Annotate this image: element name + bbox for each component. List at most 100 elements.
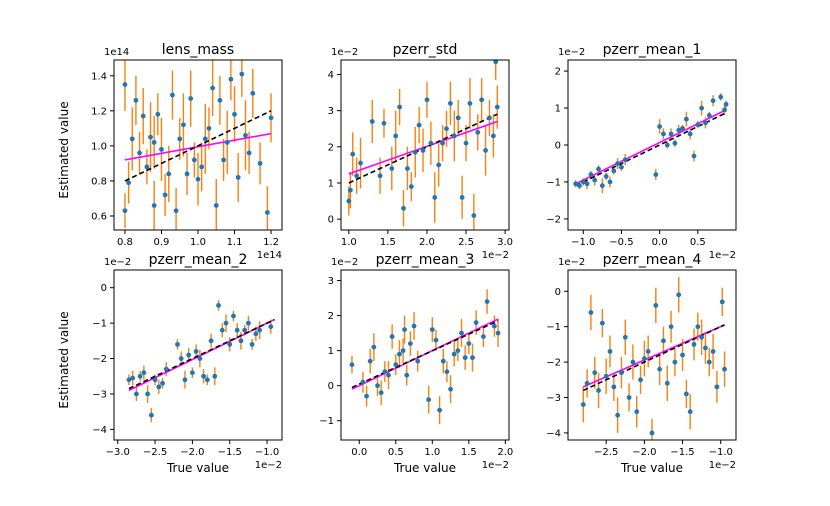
data-point <box>369 119 375 124</box>
data-point <box>706 113 712 118</box>
data-point <box>173 208 179 214</box>
data-point <box>668 131 674 137</box>
data-point <box>360 379 366 385</box>
data-point <box>216 303 221 308</box>
data-point <box>408 184 414 189</box>
data-point <box>122 208 128 214</box>
subplot-title: pzerr_mean_2 <box>149 252 248 268</box>
data-point <box>491 323 497 329</box>
data-point <box>393 362 399 368</box>
plot-area <box>126 300 275 423</box>
data-point <box>202 136 208 142</box>
data-point <box>133 97 139 103</box>
data-point <box>151 203 157 208</box>
plot-area <box>580 277 727 440</box>
data-point <box>141 370 147 376</box>
axes-frame <box>340 59 510 231</box>
data-point <box>475 129 481 135</box>
data-point <box>184 171 190 177</box>
data-point <box>483 148 488 153</box>
data-point <box>615 412 621 418</box>
data-point <box>607 179 613 185</box>
data-point <box>239 71 245 77</box>
data-point <box>144 164 150 170</box>
data-point <box>466 341 472 347</box>
plot-area <box>122 60 274 230</box>
data-point <box>393 133 399 139</box>
data-point <box>411 323 417 329</box>
data-point <box>238 338 244 344</box>
axes-frame <box>340 269 510 441</box>
data-point <box>649 430 655 436</box>
data-point <box>459 330 464 336</box>
data-point <box>440 358 446 364</box>
x-tick-label: 1.2 <box>263 237 279 248</box>
y-tick-label: 1.2 <box>91 106 107 117</box>
data-point <box>584 380 590 386</box>
data-point <box>433 337 439 343</box>
data-point <box>470 355 475 361</box>
data-point <box>467 101 473 106</box>
data-point <box>603 373 609 379</box>
y-tick-label: 1 <box>555 104 561 115</box>
subplot-title: pzerr_std <box>393 42 458 58</box>
subplot-title: lens_mass <box>162 42 234 58</box>
data-point <box>191 157 197 163</box>
data-point <box>122 82 128 87</box>
identity-line <box>124 110 272 182</box>
data-point <box>661 131 666 137</box>
x-multiplier: 1e−2 <box>255 460 282 471</box>
data-point <box>420 148 426 153</box>
data-point <box>219 327 225 333</box>
data-point <box>412 149 418 155</box>
data-point <box>347 187 353 193</box>
data-point <box>210 85 216 91</box>
x-tick-label: −2.5 <box>143 447 167 458</box>
subplot-title: pzerr_mean_3 <box>376 252 475 268</box>
y-tick-label: −3 <box>546 393 561 404</box>
data-point <box>580 179 586 185</box>
data-point <box>657 124 663 129</box>
x-tick-label: 1.1 <box>227 237 243 248</box>
data-point <box>137 373 143 379</box>
data-point <box>444 369 450 375</box>
data-point <box>615 161 621 166</box>
data-point <box>718 94 724 100</box>
data-point <box>680 125 685 131</box>
data-point <box>683 116 689 122</box>
data-point <box>607 349 613 354</box>
data-point <box>710 98 716 104</box>
data-point <box>268 115 274 121</box>
y-tick-label: 1.0 <box>91 141 107 152</box>
y-tick-label: −2 <box>546 358 561 369</box>
data-point <box>182 377 188 383</box>
data-point <box>221 157 226 163</box>
data-point <box>249 341 255 347</box>
y-tick-label: −4 <box>92 425 107 436</box>
data-point <box>622 334 628 340</box>
x-tick-label: 0.5 <box>388 447 404 458</box>
data-point <box>691 341 697 347</box>
x-multiplier: 1e−2 <box>709 250 736 261</box>
axes-frame <box>113 269 283 441</box>
data-point <box>389 166 395 171</box>
data-point <box>405 166 410 171</box>
subplot-title: pzerr_mean_1 <box>603 42 702 58</box>
x-tick-label: 0.0 <box>652 237 668 248</box>
data-point <box>653 303 659 308</box>
y-tick-label: 1 <box>328 178 334 189</box>
data-point <box>664 380 670 386</box>
data-point <box>645 349 651 354</box>
data-point <box>159 146 164 152</box>
data-point <box>596 388 601 393</box>
data-point <box>683 391 689 397</box>
data-point <box>228 76 234 82</box>
data-point <box>444 126 449 132</box>
x-axis-label-left: True value <box>166 461 229 475</box>
data-point <box>162 192 168 198</box>
y-multiplier: 1e−2 <box>104 257 131 268</box>
subplot-pzerr_std: 1.0 1.5 2.0 2.5 3.0 0 1 2 3 4 1e−2 1e−2 pzerr_std <box>328 42 513 261</box>
y-axis-label-bottom: Estimated value <box>57 311 71 408</box>
x-multiplier: 1e14 <box>257 250 282 261</box>
data-point <box>367 358 373 364</box>
